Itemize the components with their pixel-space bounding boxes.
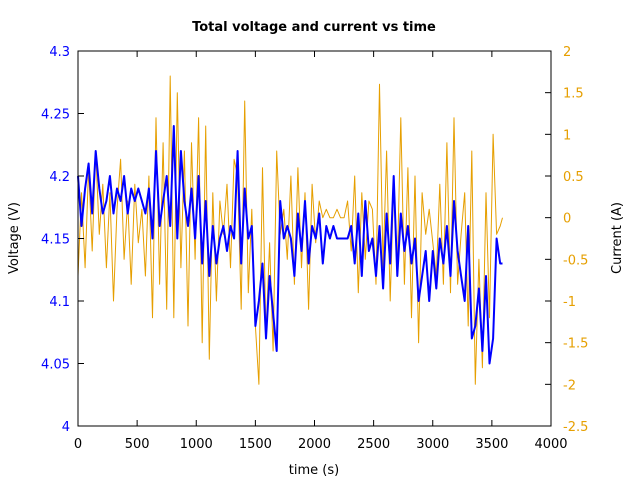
y2-tick-label: 0 xyxy=(563,212,571,227)
y-tick-label: 4.25 xyxy=(41,108,70,123)
x-tick-label: 1000 xyxy=(180,437,213,452)
chart-title: Total voltage and current vs time xyxy=(192,20,436,35)
x-tick-label: 500 xyxy=(125,437,150,452)
y2-tick-label: -1 xyxy=(563,295,576,310)
y-tick-label: 4.2 xyxy=(49,170,70,185)
y-axis-label: Voltage (V) xyxy=(7,202,22,274)
x-tick-label: 1500 xyxy=(239,437,272,452)
y-tick-label: 4.15 xyxy=(41,233,70,248)
x-tick-label: 2000 xyxy=(298,437,331,452)
x-axis-label: time (s) xyxy=(289,463,339,478)
current-series-line xyxy=(77,75,503,385)
y-tick-label: 4 xyxy=(62,420,70,435)
y2-tick-label: 2 xyxy=(563,45,571,60)
y2-tick-label: 1 xyxy=(563,128,571,143)
y2-tick-label: -0.5 xyxy=(563,253,588,268)
y2-tick-label: -2.5 xyxy=(563,420,588,435)
y2-tick-label: -1.5 xyxy=(563,337,588,352)
y-tick-label: 4.1 xyxy=(49,295,70,310)
y2-tick-label: 0.5 xyxy=(563,170,584,185)
y-tick-label: 4.05 xyxy=(41,358,70,373)
y-tick-label: 4.3 xyxy=(49,45,70,60)
x-tick-label: 0 xyxy=(74,437,82,452)
plot-layer xyxy=(77,75,503,385)
x-tick-label: 2500 xyxy=(357,437,390,452)
y2-axis-label: Current (A) xyxy=(610,202,625,274)
plot-frame xyxy=(77,50,552,427)
x-tick-label: 3000 xyxy=(416,437,449,452)
x-tick-label: 4000 xyxy=(534,437,567,452)
axes-layer: 0 500 1000 1500 2000 2500 3000 3500 4000 4 4.05 4.1… xyxy=(41,45,588,452)
y2-tick-label: -2 xyxy=(563,378,576,393)
voltage-series-line xyxy=(77,125,503,365)
x-tick-label: 3500 xyxy=(475,437,508,452)
y2-tick-label: 1.5 xyxy=(563,87,584,102)
